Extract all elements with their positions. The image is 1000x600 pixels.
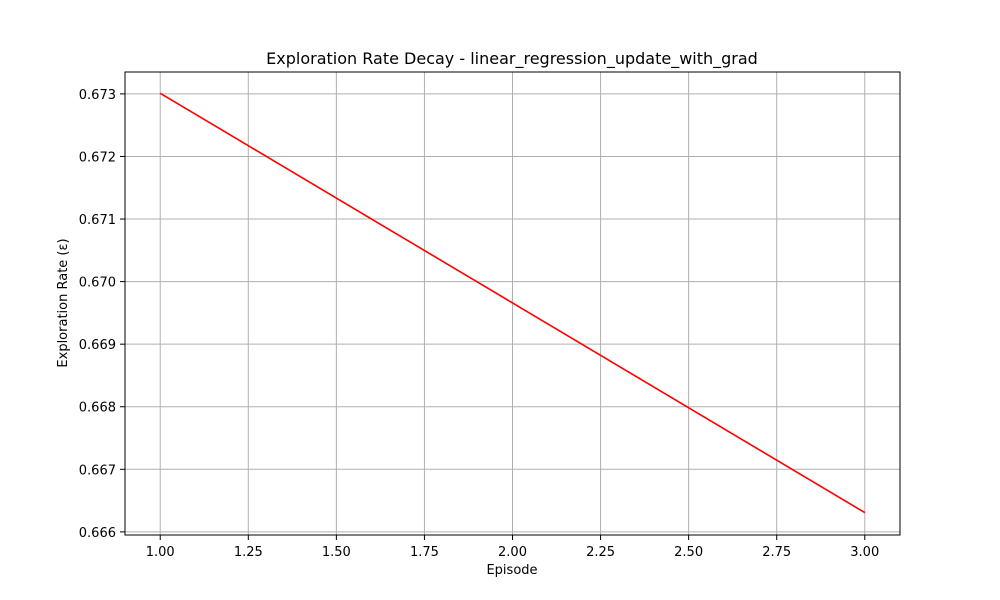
x-tick-label: 2.00 bbox=[498, 545, 527, 560]
tick-layer: 1.00 1.25 1.50 1.75 2.00 2.25 2.50 2.75 3.00 0.66… bbox=[79, 88, 879, 560]
x-tick-label: 2.50 bbox=[674, 545, 703, 560]
x-tick-label: 1.00 bbox=[146, 545, 175, 560]
y-axis-label: Exploration Rate (ε) bbox=[56, 238, 71, 367]
series-layer bbox=[159, 92, 866, 514]
y-tick-label: 0.669 bbox=[79, 338, 116, 353]
chart-title: Exploration Rate Decay - linear_regressi… bbox=[266, 49, 758, 69]
x-tick-label: 3.00 bbox=[850, 545, 879, 560]
x-tick-label: 1.25 bbox=[234, 545, 263, 560]
y-tick-label: 0.667 bbox=[79, 463, 116, 478]
y-tick-label: 0.666 bbox=[79, 526, 116, 541]
y-tick-label: 0.668 bbox=[79, 401, 116, 416]
series-line bbox=[159, 92, 866, 514]
x-tick-label: 1.75 bbox=[410, 545, 439, 560]
x-tick-label: 2.75 bbox=[762, 545, 791, 560]
x-tick-label: 1.50 bbox=[322, 545, 351, 560]
y-tick-label: 0.671 bbox=[79, 213, 116, 228]
x-tick-label: 2.25 bbox=[586, 545, 615, 560]
y-tick-label: 0.670 bbox=[79, 276, 116, 291]
x-axis-label: Episode bbox=[486, 563, 537, 578]
y-tick-label: 0.672 bbox=[79, 150, 116, 165]
y-tick-label: 0.673 bbox=[79, 88, 116, 103]
grid-layer bbox=[125, 72, 900, 535]
